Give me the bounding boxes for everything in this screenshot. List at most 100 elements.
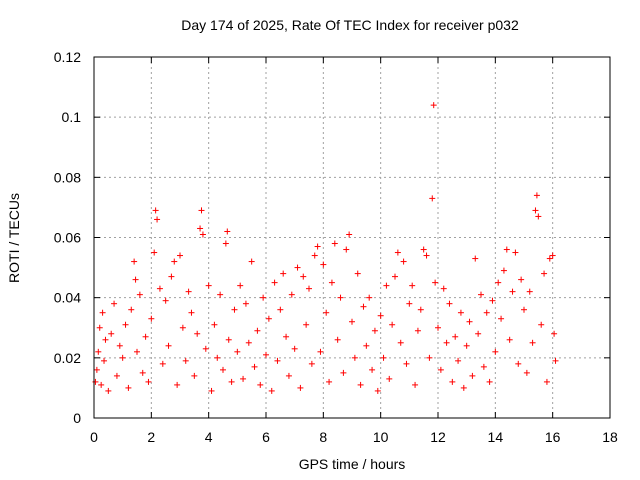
data-point xyxy=(377,312,384,319)
data-point xyxy=(414,327,421,334)
data-point xyxy=(283,333,290,340)
data-point xyxy=(119,354,126,361)
data-point xyxy=(95,348,102,355)
data-point xyxy=(99,309,106,316)
data-point xyxy=(300,273,307,280)
data-point xyxy=(131,258,138,265)
data-point xyxy=(225,336,232,343)
data-point xyxy=(430,102,437,109)
data-point xyxy=(426,354,433,361)
data-point xyxy=(406,300,413,307)
data-point xyxy=(228,378,235,385)
data-point xyxy=(96,324,103,331)
data-point xyxy=(529,339,536,346)
x-tick-label: 18 xyxy=(602,429,618,445)
data-point xyxy=(222,240,229,247)
data-point xyxy=(532,207,539,214)
data-point xyxy=(224,228,231,235)
data-point xyxy=(288,291,295,298)
data-point xyxy=(483,309,490,316)
data-point xyxy=(346,231,353,238)
data-point xyxy=(111,300,118,307)
data-point xyxy=(93,366,100,373)
data-point xyxy=(533,192,540,199)
y-tick-label: 0.08 xyxy=(54,169,81,185)
data-point xyxy=(306,285,312,292)
y-tick-label: 0 xyxy=(73,410,81,426)
data-point xyxy=(469,372,476,379)
data-point xyxy=(466,318,473,325)
data-point xyxy=(412,381,419,388)
data-point xyxy=(417,306,424,313)
data-point xyxy=(509,288,516,295)
data-point xyxy=(268,387,275,394)
data-point xyxy=(495,279,502,286)
data-point xyxy=(543,378,550,385)
x-tick-label: 2 xyxy=(147,429,155,445)
data-point xyxy=(274,357,281,364)
x-tick-label: 12 xyxy=(430,429,446,445)
data-point xyxy=(156,285,163,292)
data-point xyxy=(277,306,284,313)
data-point xyxy=(314,243,321,250)
data-point xyxy=(98,381,105,388)
x-tick-label: 0 xyxy=(90,429,98,445)
data-point xyxy=(478,291,484,298)
data-point xyxy=(521,306,527,313)
data-point xyxy=(397,339,404,346)
data-point xyxy=(409,282,416,289)
data-point xyxy=(197,225,204,232)
data-point xyxy=(260,294,267,301)
data-point xyxy=(500,267,507,274)
data-point xyxy=(220,366,226,373)
data-point xyxy=(351,354,358,361)
data-point xyxy=(159,360,166,367)
data-point xyxy=(389,321,396,328)
data-point xyxy=(125,384,132,391)
data-point xyxy=(317,348,324,355)
data-point xyxy=(489,297,496,304)
x-tick-label: 10 xyxy=(373,429,389,445)
data-point xyxy=(334,336,341,343)
data-point xyxy=(331,240,338,247)
data-point xyxy=(392,273,398,280)
data-point xyxy=(337,294,344,301)
data-point xyxy=(366,294,373,301)
data-point xyxy=(363,342,370,349)
data-point xyxy=(108,330,115,337)
data-point xyxy=(136,291,143,298)
data-point xyxy=(541,270,548,277)
data-point xyxy=(394,249,401,256)
data-point xyxy=(380,354,387,361)
data-point xyxy=(492,348,499,355)
x-axis-label: GPS time / hours xyxy=(298,456,406,472)
x-tick-label: 6 xyxy=(262,429,270,445)
data-point xyxy=(265,315,272,322)
data-point xyxy=(506,336,513,343)
data-point xyxy=(475,330,482,337)
data-point xyxy=(455,357,462,364)
data-point xyxy=(134,348,140,355)
data-point xyxy=(518,276,525,283)
data-point xyxy=(179,324,186,331)
data-point xyxy=(234,348,241,355)
data-point xyxy=(168,273,175,280)
data-point xyxy=(105,387,112,394)
data-point xyxy=(199,231,206,238)
data-point xyxy=(526,288,533,295)
data-point xyxy=(446,300,453,307)
data-point xyxy=(101,357,108,364)
data-point xyxy=(194,330,201,337)
data-point xyxy=(369,366,376,373)
y-tick-label: 0.02 xyxy=(54,350,81,366)
data-point xyxy=(357,381,364,388)
data-point xyxy=(403,360,410,367)
data-point xyxy=(245,339,252,346)
data-point xyxy=(443,339,450,346)
data-point xyxy=(429,195,436,202)
data-point xyxy=(122,321,129,328)
y-tick-label: 0.06 xyxy=(54,230,81,246)
y-tick-label: 0.12 xyxy=(54,49,81,65)
data-point xyxy=(354,270,361,277)
